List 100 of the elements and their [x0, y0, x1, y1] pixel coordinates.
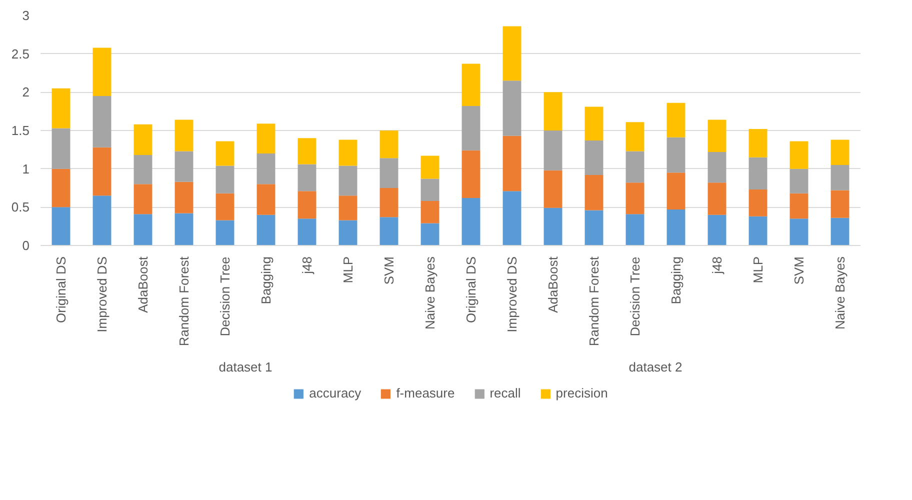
x-tick-label: AdaBoost	[136, 256, 150, 313]
bar	[748, 190, 768, 216]
bar	[830, 218, 850, 246]
bar	[380, 217, 398, 246]
bar	[216, 141, 234, 166]
x-tick-label: Naive Bayes	[832, 256, 848, 330]
legend-label: f-measure	[396, 386, 455, 400]
bar	[584, 210, 604, 246]
bar	[544, 130, 562, 170]
bar	[462, 198, 480, 246]
x-tick-label: Random Forest	[176, 256, 192, 346]
x-tick-label: Decision Tree	[218, 256, 232, 336]
legend-label: accuracy	[309, 386, 362, 400]
bar	[708, 120, 726, 152]
x-tick-label: j48	[710, 256, 724, 275]
x-tick-label: Original DS	[54, 256, 68, 323]
bar	[298, 191, 316, 219]
x-tick-label: Bagging	[258, 256, 274, 304]
bar	[666, 137, 686, 173]
bar	[380, 188, 398, 218]
bar	[52, 168, 70, 208]
bar	[584, 106, 604, 140]
x-tick-label: MLP	[340, 256, 356, 284]
y-tick-label: 2.5	[11, 46, 30, 62]
bar	[666, 172, 686, 210]
bar	[626, 151, 644, 183]
x-tick-label: SVM	[792, 256, 806, 285]
x-tick-label: Naive Bayes	[422, 256, 438, 330]
x-tick-label: Bagging	[668, 256, 684, 304]
bar	[748, 128, 768, 158]
x-tick-label: Improved DS	[504, 256, 520, 332]
bar	[626, 182, 644, 214]
bar	[502, 26, 522, 81]
bar	[666, 209, 686, 246]
bar	[298, 164, 316, 192]
bar	[708, 214, 726, 246]
bar	[626, 122, 644, 152]
bar	[544, 170, 562, 208]
bar	[380, 158, 398, 188]
bar	[134, 155, 152, 184]
bar	[748, 157, 768, 190]
bar	[256, 124, 276, 154]
bar	[830, 190, 850, 218]
bar	[134, 214, 152, 246]
x-tick-label: Improved DS	[94, 256, 110, 332]
x-tick-label: SVM	[382, 256, 396, 285]
bar	[790, 193, 808, 219]
x-tick-label: Original DS	[464, 256, 478, 323]
bar	[52, 207, 70, 246]
x-tick-label: Decision Tree	[628, 256, 642, 336]
bar	[708, 152, 726, 183]
bar	[298, 218, 316, 246]
bar	[134, 124, 152, 156]
bar	[830, 165, 850, 190]
bar	[748, 216, 768, 246]
bar	[708, 182, 726, 215]
bar	[338, 140, 358, 166]
bar	[216, 166, 234, 194]
bar	[420, 201, 440, 224]
bar	[92, 96, 112, 148]
bar	[256, 214, 276, 246]
bar	[174, 213, 194, 246]
bar	[380, 130, 398, 158]
bar	[338, 196, 358, 220]
legend-label: precision	[556, 386, 608, 400]
bar	[52, 128, 70, 169]
y-tick-label: 1	[22, 161, 30, 176]
bar	[462, 64, 480, 106]
bar	[92, 48, 112, 96]
bar	[502, 80, 522, 136]
bar	[174, 120, 194, 152]
y-tick-label: 2	[22, 84, 30, 100]
legend-label: recall	[490, 386, 521, 400]
bar	[92, 196, 112, 246]
bar	[584, 140, 604, 175]
bar	[52, 88, 70, 128]
bar	[420, 178, 440, 202]
y-tick-label: 1.5	[11, 123, 30, 138]
x-tick-label: j48	[300, 256, 314, 275]
bar	[134, 184, 152, 214]
y-tick-label: 0.5	[11, 200, 30, 215]
bar	[502, 191, 522, 246]
bar	[256, 184, 276, 215]
x-tick-label: AdaBoost	[546, 256, 560, 313]
text: dataset 1	[218, 360, 272, 374]
bar	[790, 218, 808, 246]
y-tick-label: 3	[22, 8, 30, 23]
bar	[462, 106, 480, 150]
bar	[626, 214, 644, 246]
bar	[256, 154, 276, 184]
bar	[338, 166, 358, 196]
x-tick-label: MLP	[750, 256, 766, 284]
bar	[174, 182, 194, 214]
bar	[544, 208, 562, 246]
bar	[420, 156, 440, 179]
bar	[584, 174, 604, 210]
bar	[666, 102, 686, 138]
bar	[830, 140, 850, 165]
text: dataset 2	[628, 360, 682, 374]
bar	[790, 141, 808, 169]
